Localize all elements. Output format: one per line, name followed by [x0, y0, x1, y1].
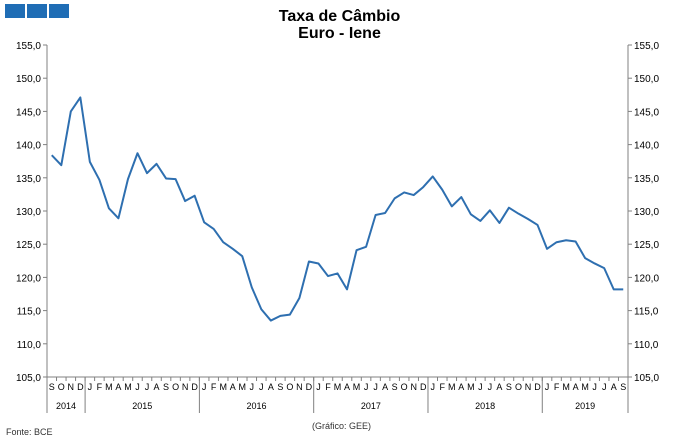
- y-tick-label-left: 115,0: [17, 307, 42, 318]
- logo-block-2: [27, 4, 47, 18]
- x-month-label: S: [49, 382, 55, 392]
- x-month-label: J: [202, 382, 207, 392]
- y-tick-label-right: 115,0: [634, 307, 659, 318]
- x-month-label: N: [525, 382, 532, 392]
- x-month-label: A: [496, 382, 502, 392]
- x-month-label: M: [239, 382, 247, 392]
- x-month-label: J: [488, 382, 493, 392]
- x-month-label: J: [259, 382, 264, 392]
- x-month-label: M: [219, 382, 227, 392]
- y-tick-label-right: 125,0: [634, 240, 659, 251]
- y-tick-label-left: 145,0: [16, 107, 41, 118]
- x-month-label: A: [344, 382, 350, 392]
- x-month-label: F: [97, 382, 103, 392]
- x-month-label: J: [373, 382, 378, 392]
- x-month-label: J: [430, 382, 435, 392]
- y-tick-label-right: 140,0: [634, 141, 659, 152]
- y-tick-label-left: 130,0: [16, 207, 41, 218]
- x-month-label: M: [124, 382, 132, 392]
- x-month-label: D: [420, 382, 427, 392]
- x-month-label: A: [382, 382, 388, 392]
- x-month-label: J: [88, 382, 93, 392]
- x-month-label: M: [353, 382, 361, 392]
- x-month-label: D: [306, 382, 313, 392]
- x-month-label: M: [562, 382, 570, 392]
- x-month-label: M: [334, 382, 342, 392]
- credit-note: (Gráfico: GEE): [312, 421, 372, 431]
- x-month-label: O: [58, 382, 65, 392]
- y-tick-label-right: 155,0: [634, 41, 659, 52]
- x-month-label: J: [145, 382, 150, 392]
- x-month-label: J: [602, 382, 607, 392]
- x-month-label: A: [154, 382, 160, 392]
- y-tick-label-left: 120,0: [16, 273, 41, 284]
- x-month-label: F: [325, 382, 331, 392]
- x-month-label: S: [392, 382, 398, 392]
- x-month-label: O: [172, 382, 179, 392]
- y-tick-label-left: 105,0: [16, 373, 41, 384]
- x-month-label: J: [364, 382, 369, 392]
- x-month-label: N: [410, 382, 417, 392]
- y-tick-label-left: 140,0: [16, 141, 41, 152]
- chart-title-line2: Euro - Iene: [298, 25, 381, 42]
- x-month-label: M: [448, 382, 456, 392]
- year-label: 2016: [247, 401, 267, 411]
- x-month-label: A: [573, 382, 579, 392]
- series-line: [51, 96, 624, 322]
- y-tick-label-left: 155,0: [16, 41, 41, 52]
- x-month-label: M: [581, 382, 589, 392]
- year-label: 2018: [475, 401, 495, 411]
- x-month-label: F: [211, 382, 217, 392]
- year-label: 2019: [575, 401, 595, 411]
- x-month-label: J: [135, 382, 140, 392]
- x-month-label: J: [478, 382, 483, 392]
- x-month-label: J: [545, 382, 550, 392]
- y-tick-label-right: 120,0: [634, 273, 659, 284]
- x-month-label: J: [592, 382, 597, 392]
- y-tick-label-right: 135,0: [634, 174, 659, 185]
- x-month-label: O: [286, 382, 293, 392]
- y-tick-label-right: 105,0: [634, 373, 659, 384]
- x-month-label: S: [506, 382, 512, 392]
- y-tick-label-left: 135,0: [16, 174, 41, 185]
- logo-block-1: [5, 4, 25, 18]
- x-month-label: S: [163, 382, 169, 392]
- x-month-label: A: [115, 382, 121, 392]
- x-month-label: N: [68, 382, 75, 392]
- y-tick-label-left: 150,0: [16, 74, 41, 85]
- source-note: Fonte: BCE: [6, 427, 53, 437]
- x-month-label: M: [467, 382, 475, 392]
- x-month-label: A: [458, 382, 464, 392]
- x-month-label: D: [191, 382, 198, 392]
- x-month-label: O: [401, 382, 408, 392]
- y-tick-label-right: 145,0: [634, 107, 659, 118]
- x-month-label: F: [440, 382, 446, 392]
- x-month-label: F: [554, 382, 560, 392]
- x-month-label: M: [105, 382, 113, 392]
- y-tick-label-right: 150,0: [634, 74, 659, 85]
- year-label: 2014: [56, 401, 76, 411]
- year-label: 2017: [361, 401, 381, 411]
- x-month-label: A: [268, 382, 274, 392]
- logo-block-3: [49, 4, 69, 18]
- x-month-label: O: [515, 382, 522, 392]
- year-label: 2015: [132, 401, 152, 411]
- y-tick-label-right: 130,0: [634, 207, 659, 218]
- x-month-label: D: [534, 382, 541, 392]
- y-tick-label-right: 110,0: [634, 340, 659, 351]
- y-tick-label-left: 125,0: [16, 240, 41, 251]
- x-month-label: N: [182, 382, 189, 392]
- x-month-label: N: [296, 382, 303, 392]
- y-tick-label-left: 110,0: [17, 340, 42, 351]
- x-month-label: J: [316, 382, 321, 392]
- x-month-label: A: [611, 382, 617, 392]
- x-month-label: S: [277, 382, 283, 392]
- chart-title-line1: Taxa de Câmbio: [278, 8, 401, 25]
- x-month-label: S: [620, 382, 626, 392]
- x-month-label: D: [77, 382, 84, 392]
- x-month-label: J: [250, 382, 255, 392]
- x-month-label: A: [230, 382, 236, 392]
